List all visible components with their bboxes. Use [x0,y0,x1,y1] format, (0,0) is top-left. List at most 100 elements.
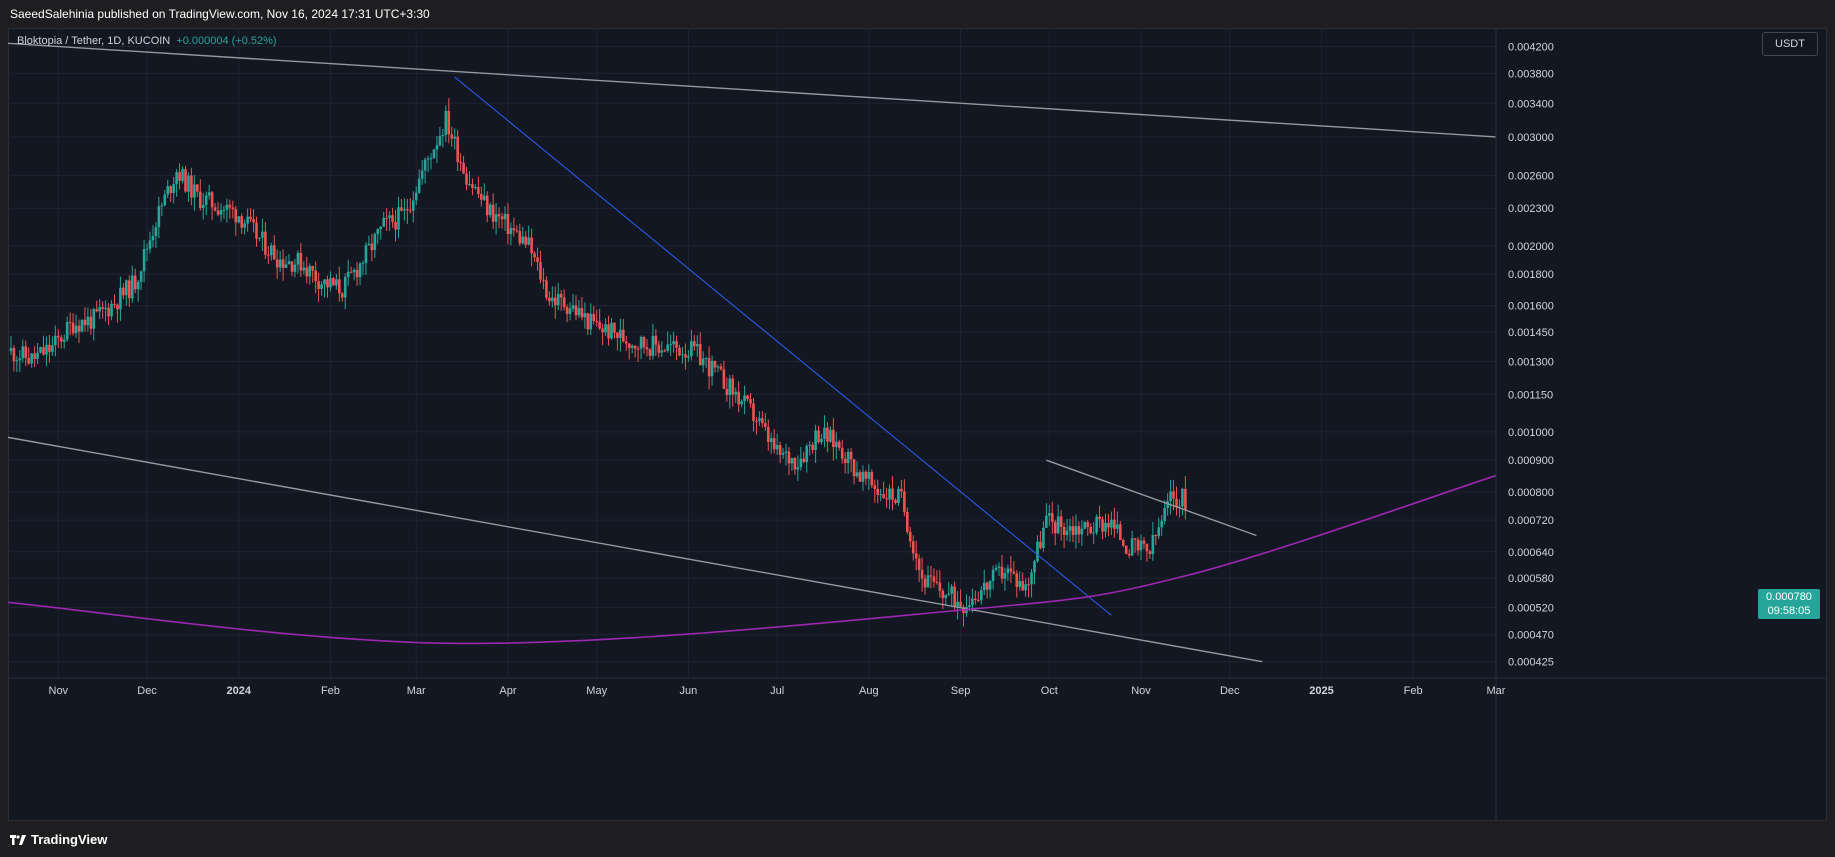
price-axis[interactable]: 0.004200 0.003800 0.003400 0.003000 0.002600… [1508,42,1554,669]
candle-body [944,594,948,599]
candle-body [897,488,900,503]
candle-body [642,337,646,348]
candle-body [480,194,483,200]
candle-body [861,471,865,482]
candle-body [269,245,273,256]
candle-body [1178,506,1181,508]
candle-body [672,341,675,345]
candle-body [225,204,229,210]
candle-body [1104,522,1107,532]
candle-body [175,172,178,185]
time-tick-label: 2025 [1309,685,1333,697]
tradingview-logo[interactable]: TradingView [10,832,107,847]
candle-body [1095,516,1098,533]
candle-body [151,236,155,241]
candle-body [758,418,761,422]
candle-body [181,169,184,182]
candle-body [145,248,149,250]
candle-body [1142,540,1146,544]
candle-body [1062,527,1066,535]
candle-body [1027,584,1030,586]
candle-body [1172,491,1175,499]
candle-body [21,346,25,359]
candle-body [308,265,312,277]
candle-body [163,194,167,206]
candle-body [926,575,930,588]
price-chart[interactable]: 0.004200 0.003800 0.003400 0.003000 0.002600… [8,28,1827,821]
price-tick-label: 0.000720 [1508,515,1554,527]
candle-body [1000,566,1004,579]
time-axis[interactable]: Nov Dec 2024 Feb Mar Apr May Jun Jul Aug Sep Oct Nov… [49,685,1506,697]
candle-body [48,344,51,352]
candle-body [290,261,294,272]
candle-body [805,445,809,462]
candle-body [630,345,634,348]
candle-body [923,578,927,588]
candle-body [784,451,788,453]
candle-body [255,222,258,239]
candle-body [651,335,655,356]
upper-channel-line[interactable] [8,42,1497,138]
candle-body [196,184,199,192]
candle-body [104,307,107,309]
price-tick-label: 0.004200 [1508,42,1554,54]
published-by-text: SaeedSalehinia published on TradingView.… [10,7,430,21]
descending-blue-trendline[interactable] [454,76,1112,616]
candle-body [400,207,403,211]
tradingview-brand-text: TradingView [31,832,108,847]
candle-body [829,429,832,442]
drawing-tools [8,42,1497,663]
candle-body [281,259,285,268]
candle-body [873,485,877,489]
candle-body [701,358,705,366]
candle-body [820,438,823,443]
candle-body [1033,561,1036,573]
candle-body [849,451,853,460]
candle-body [684,354,687,358]
candle-body [1124,545,1128,554]
candle-body [852,459,856,477]
candle-body [113,303,116,305]
candle-body [769,438,773,443]
candle-body [693,341,696,347]
candle-body [210,192,214,208]
candle-body [885,498,888,500]
price-tick-label: 0.000640 [1508,547,1554,559]
candle-body [246,216,249,224]
symbol-legend[interactable]: Bloktopia / Tether, 1D, KUCOIN +0.000004 … [17,35,277,47]
candle-body [456,136,459,163]
candle-body [335,279,338,286]
time-tick-label: Mar [1487,685,1506,697]
candle-body [929,575,933,577]
candle-body [698,343,702,366]
recent-resistance-line[interactable] [1046,459,1257,537]
candle-body [707,358,711,377]
candle-body [704,358,708,360]
candle-body [568,308,572,314]
candle-body [743,395,746,402]
candle-body [432,149,436,159]
candle-body [1136,539,1140,551]
candle-body [835,441,838,448]
candle-body [450,134,454,139]
candle-body [27,358,31,364]
candle-body [287,261,291,265]
candle-body [772,438,776,450]
candle-body [837,441,841,448]
price-tick-label: 0.003800 [1508,68,1554,80]
candle-body [15,360,19,362]
candle-body [1030,572,1033,585]
candle-body [477,187,480,195]
price-tick-label: 0.000800 [1508,487,1554,499]
candle-body [627,343,631,348]
currency-button[interactable]: USDT [1762,32,1818,56]
candle-body [636,348,640,350]
candle-body [409,210,412,212]
candle-body [740,401,743,405]
purple-support-curve[interactable] [8,474,1497,645]
chart-frame[interactable] [8,28,1827,821]
candle-body [1151,535,1155,554]
lower-channel-line[interactable] [8,436,1263,663]
candle-body [311,265,314,271]
candle-body [376,229,380,234]
